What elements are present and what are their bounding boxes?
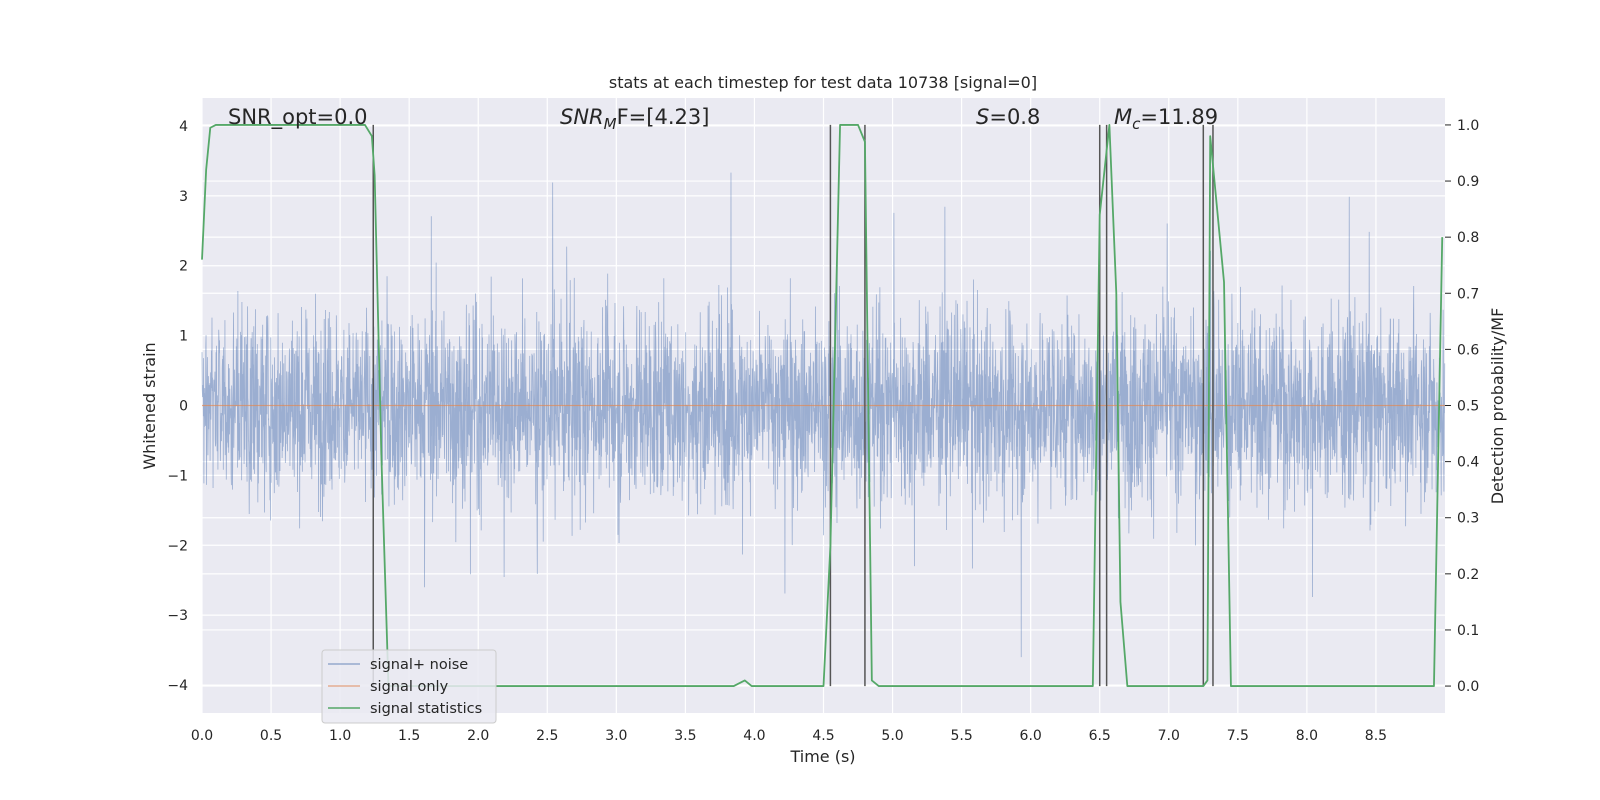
- annotation-snr-opt: SNR_opt=0.0: [228, 105, 368, 130]
- signal-statistics-line: [201, 124, 1444, 687]
- x-tick-label: 7.5: [1227, 728, 1249, 744]
- signal-noise-line: [201, 172, 1446, 658]
- y2-tick-label: 0.2: [1457, 567, 1479, 583]
- y2-axis-label: Detection probability/MF: [1488, 308, 1507, 505]
- x-tick-label: 1.5: [398, 728, 420, 744]
- y2-tick-label: 0.0: [1457, 679, 1479, 695]
- signal-statistics-series: [201, 124, 1444, 687]
- y-tick-label: −4: [167, 678, 188, 694]
- x-tick-label: 4.5: [812, 728, 834, 744]
- chart-title: stats at each timestep for test data 107…: [609, 73, 1037, 92]
- x-tick-label: 2.0: [467, 728, 489, 744]
- y2-tick-label: 0.6: [1457, 342, 1479, 358]
- x-tick-label: 2.5: [536, 728, 558, 744]
- x-tick-label: 0.5: [260, 728, 282, 744]
- y2-tick-label: 0.7: [1457, 286, 1479, 302]
- x-tick-label: 6.5: [1089, 728, 1111, 744]
- y2-tick-label: 0.8: [1457, 230, 1479, 246]
- x-axis-ticks: 0.0 0.5 1.0 1.5 2.0 2.5 3.0 3.5 4.0 4.5 5.0 5.5 6.0 6…: [191, 728, 1387, 744]
- x-tick-label: 5.5: [950, 728, 972, 744]
- y-tick-label: −2: [167, 538, 188, 554]
- annotation-snr-mf: SNRMF=[4.23]: [560, 105, 709, 133]
- y-tick-label: −1: [167, 468, 188, 484]
- x-tick-label: 5.0: [881, 728, 903, 744]
- y-axis-ticks: −4 −3 −2 −1 0 1 2 3 4: [167, 119, 188, 694]
- annotation-mc-value: Mc=11.89: [1114, 105, 1218, 133]
- legend-box: [321, 649, 497, 724]
- x-tick-label: 0.0: [191, 728, 213, 744]
- signal-noise-series: [201, 172, 1446, 658]
- y-tick-label: 4: [179, 119, 188, 135]
- vertical-markers: [372, 124, 1214, 687]
- y-tick-label: −3: [167, 608, 188, 624]
- legend: signal+ noise signal only signal statist…: [321, 649, 497, 724]
- y2-tick-label: 0.4: [1457, 455, 1479, 471]
- x-tick-label: 3.0: [605, 728, 627, 744]
- y2-tick-label: 0.5: [1457, 399, 1479, 415]
- y-tick-label: 2: [179, 259, 188, 275]
- y2-axis-ticks: 0.0 0.1 0.2 0.3 0.4 0.5 0.6 0.7 0.8 0.9 1.0: [1445, 118, 1479, 695]
- x-tick-label: 1.0: [329, 728, 351, 744]
- x-tick-label: 6.0: [1020, 728, 1042, 744]
- annotation-s-value: S=0.8: [976, 105, 1040, 129]
- y2-tick-label: 0.1: [1457, 623, 1479, 639]
- y-tick-label: 3: [179, 189, 188, 205]
- y2-tick-label: 1.0: [1457, 118, 1479, 134]
- legend-label-signal-only: signal only: [370, 679, 449, 695]
- y2-tick-label: 0.3: [1457, 511, 1479, 527]
- y-tick-label: 1: [179, 329, 188, 345]
- x-tick-label: 8.5: [1365, 728, 1387, 744]
- legend-label-signal-statistics: signal statistics: [370, 701, 482, 717]
- x-axis-label: Time (s): [789, 747, 855, 766]
- x-tick-label: 7.0: [1158, 728, 1180, 744]
- y-axis-label: Whitened strain: [140, 342, 159, 469]
- y2-tick-label: 0.9: [1457, 174, 1479, 190]
- x-tick-label: 8.0: [1296, 728, 1318, 744]
- legend-label-signal-noise: signal+ noise: [370, 657, 468, 673]
- x-tick-label: 4.0: [743, 728, 765, 744]
- y-tick-label: 0: [179, 399, 188, 415]
- x-tick-label: 3.5: [674, 728, 696, 744]
